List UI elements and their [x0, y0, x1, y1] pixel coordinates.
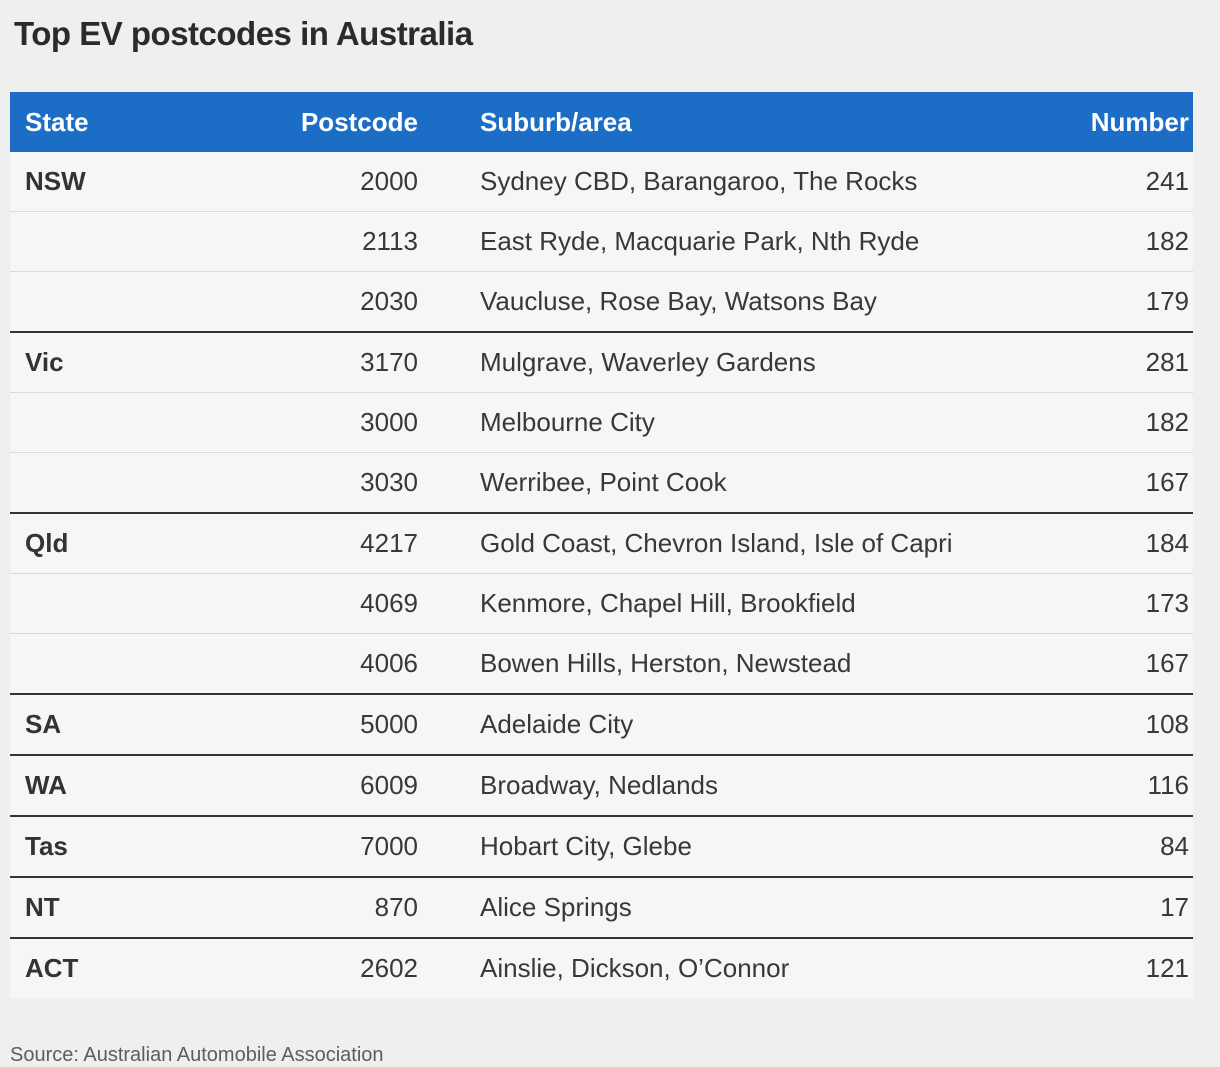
number-cell: 281: [1063, 331, 1193, 393]
suburb-cell: Kenmore, Chapel Hill, Brookfield: [428, 573, 1063, 634]
state-cell: ACT: [10, 937, 230, 998]
suburb-cell: Vaucluse, Rose Bay, Watsons Bay: [428, 271, 1063, 332]
postcode-cell: 4217: [230, 512, 428, 574]
table-row: Qld 4217 Gold Coast, Chevron Island, Isle …: [10, 512, 1193, 574]
number-cell: 241: [1145, 166, 1189, 196]
table-body: NSW 2000 Sydney CBD, Barangaroo, The Rocks…: [10, 152, 1193, 998]
table-row: 2030 Vaucluse, Rose Bay, Watsons Bay 179: [10, 271, 1193, 332]
table-row: NSW 2000 Sydney CBD, Barangaroo, The Rocks…: [10, 152, 1193, 212]
table-row: 4069 Kenmore, Chapel Hill, Brookfield 173: [10, 573, 1193, 634]
table-row: Tas 7000 Hobart City, Glebe 84: [10, 815, 1193, 877]
postcode-cell: 5000: [230, 693, 428, 755]
suburb-cell: Ainslie, Dickson, O’Connor: [428, 937, 1063, 998]
postcode-cell: 2000: [360, 166, 418, 196]
state-cell: [10, 271, 230, 332]
number-cell: 184: [1063, 512, 1193, 574]
header-cell-postcode: Postcode: [230, 92, 428, 152]
postcode-cell: 4069: [230, 573, 428, 634]
suburb-cell: Hobart City, Glebe: [428, 815, 1063, 877]
postcode-cell: 2602: [230, 937, 428, 998]
suburb-cell: Gold Coast, Chevron Island, Isle of Capr…: [428, 512, 1063, 574]
table-row: 2113 East Ryde, Macquarie Park, Nth Ryde 1…: [10, 211, 1193, 272]
suburb-cell: Mulgrave, Waverley Gardens: [428, 331, 1063, 393]
state-cell: NSW: [25, 166, 86, 196]
number-cell: 167: [1063, 633, 1193, 694]
suburb-cell: Broadway, Nedlands: [428, 754, 1063, 816]
state-cell: [10, 573, 230, 634]
postcode-cell: 3170: [230, 331, 428, 393]
header-cell-number: Number: [1063, 92, 1193, 152]
state-cell: [10, 211, 230, 272]
source-note: Source: Australian Automobile Associatio…: [10, 1044, 384, 1066]
postcode-cell: 7000: [230, 815, 428, 877]
state-cell: [10, 633, 230, 694]
postcode-cell: 3030: [230, 452, 428, 513]
suburb-cell: Adelaide City: [428, 693, 1063, 755]
state-cell: SA: [10, 693, 230, 755]
table-row: Vic 3170 Mulgrave, Waverley Gardens 281: [10, 331, 1193, 393]
table-row: SA 5000 Adelaide City 108: [10, 693, 1193, 755]
state-cell: Qld: [10, 512, 230, 574]
state-cell: WA: [10, 754, 230, 816]
suburb-cell: Melbourne City: [428, 392, 1063, 453]
header-cell-state: State: [10, 92, 230, 152]
ev-postcodes-table: State Postcode Suburb/area Number NSW 200…: [10, 92, 1193, 998]
suburb-cell: Werribee, Point Cook: [428, 452, 1063, 513]
state-cell: [10, 452, 230, 513]
state-cell: Tas: [10, 815, 230, 877]
table-row: ACT 2602 Ainslie, Dickson, O’Connor 121: [10, 937, 1193, 998]
table-row: WA 6009 Broadway, Nedlands 116: [10, 754, 1193, 816]
suburb-cell: Sydney CBD, Barangaroo, The Rocks: [480, 166, 918, 196]
number-cell: 17: [1063, 876, 1193, 938]
state-cell: Vic: [10, 331, 230, 393]
suburb-cell: Bowen Hills, Herston, Newstead: [428, 633, 1063, 694]
table-row: 3030 Werribee, Point Cook 167: [10, 452, 1193, 513]
state-cell: [10, 392, 230, 453]
header-row: State Postcode Suburb/area Number: [10, 92, 1193, 152]
number-cell: 167: [1063, 452, 1193, 513]
suburb-cell: East Ryde, Macquarie Park, Nth Ryde: [428, 211, 1063, 272]
table-row: 4006 Bowen Hills, Herston, Newstead 167: [10, 633, 1193, 694]
header-cell-suburb: Suburb/area: [428, 92, 1063, 152]
postcode-cell: 2030: [230, 271, 428, 332]
postcode-cell: 6009: [230, 754, 428, 816]
table-header: State Postcode Suburb/area Number: [10, 92, 1193, 152]
postcode-cell: 3000: [230, 392, 428, 453]
suburb-cell: Alice Springs: [428, 876, 1063, 938]
chart-title: Top EV postcodes in Australia: [14, 15, 473, 52]
number-cell: 84: [1063, 815, 1193, 877]
postcode-cell: 870: [230, 876, 428, 938]
number-cell: 173: [1063, 573, 1193, 634]
number-cell: 108: [1063, 693, 1193, 755]
postcode-cell: 4006: [230, 633, 428, 694]
number-cell: 182: [1063, 211, 1193, 272]
number-cell: 116: [1063, 754, 1193, 816]
state-cell: NT: [10, 876, 230, 938]
postcode-cell: 2113: [230, 211, 428, 272]
number-cell: 179: [1063, 271, 1193, 332]
number-cell: 121: [1063, 937, 1193, 998]
table-row: 3000 Melbourne City 182: [10, 392, 1193, 453]
number-cell: 182: [1063, 392, 1193, 453]
table-row: NT 870 Alice Springs 17: [10, 876, 1193, 938]
